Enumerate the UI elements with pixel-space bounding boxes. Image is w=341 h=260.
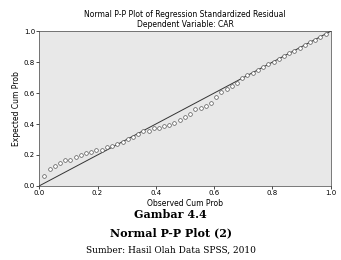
Point: [47, 167, 53, 171]
Point: [166, 123, 172, 127]
Point: [42, 174, 47, 178]
Point: [89, 150, 94, 154]
Point: [162, 124, 167, 128]
Point: [224, 87, 229, 91]
Point: [140, 129, 146, 134]
Point: [115, 142, 120, 147]
Point: [94, 148, 99, 152]
Point: [250, 70, 255, 75]
Point: [193, 107, 198, 111]
Point: [208, 101, 214, 105]
Point: [172, 121, 177, 125]
Point: [229, 84, 235, 88]
Point: [239, 76, 245, 80]
Point: [276, 57, 281, 61]
Y-axis label: Expected Cum Prob: Expected Cum Prob: [12, 71, 21, 146]
Point: [73, 155, 78, 159]
Point: [235, 81, 240, 86]
Point: [219, 90, 224, 94]
Point: [99, 147, 104, 152]
Point: [297, 46, 302, 50]
Point: [323, 32, 328, 36]
Point: [120, 140, 125, 144]
Text: Sumber: Hasil Olah Data SPSS, 2010: Sumber: Hasil Olah Data SPSS, 2010: [86, 246, 255, 255]
Point: [317, 35, 323, 39]
Point: [266, 62, 271, 67]
X-axis label: Observed Cum Prob: Observed Cum Prob: [147, 199, 223, 208]
Point: [213, 95, 219, 100]
Title: Normal P-P Plot of Regression Standardized Residual
Dependent Variable: CAR: Normal P-P Plot of Regression Standardiz…: [84, 10, 286, 29]
Point: [130, 135, 135, 139]
Point: [78, 153, 84, 157]
Point: [151, 126, 157, 131]
Text: Normal P-P Plot (2): Normal P-P Plot (2): [109, 227, 232, 238]
Point: [68, 158, 73, 162]
Point: [281, 54, 286, 58]
Point: [146, 129, 151, 133]
Point: [261, 65, 266, 69]
Point: [292, 49, 297, 53]
Point: [286, 51, 292, 56]
Text: Gambar 4.4: Gambar 4.4: [134, 209, 207, 220]
Point: [52, 164, 58, 168]
Point: [109, 144, 115, 148]
Point: [84, 151, 89, 155]
Point: [307, 40, 313, 44]
Point: [182, 115, 188, 119]
Point: [177, 118, 182, 122]
Point: [271, 60, 276, 64]
Point: [62, 158, 68, 162]
Point: [198, 106, 204, 110]
Point: [135, 132, 141, 136]
Point: [302, 43, 308, 47]
Point: [203, 104, 208, 108]
Point: [244, 73, 250, 77]
Point: [156, 126, 162, 130]
Point: [57, 161, 63, 165]
Point: [255, 68, 261, 72]
Point: [312, 37, 318, 42]
Point: [104, 145, 109, 149]
Point: [188, 112, 193, 116]
Point: [125, 137, 131, 141]
